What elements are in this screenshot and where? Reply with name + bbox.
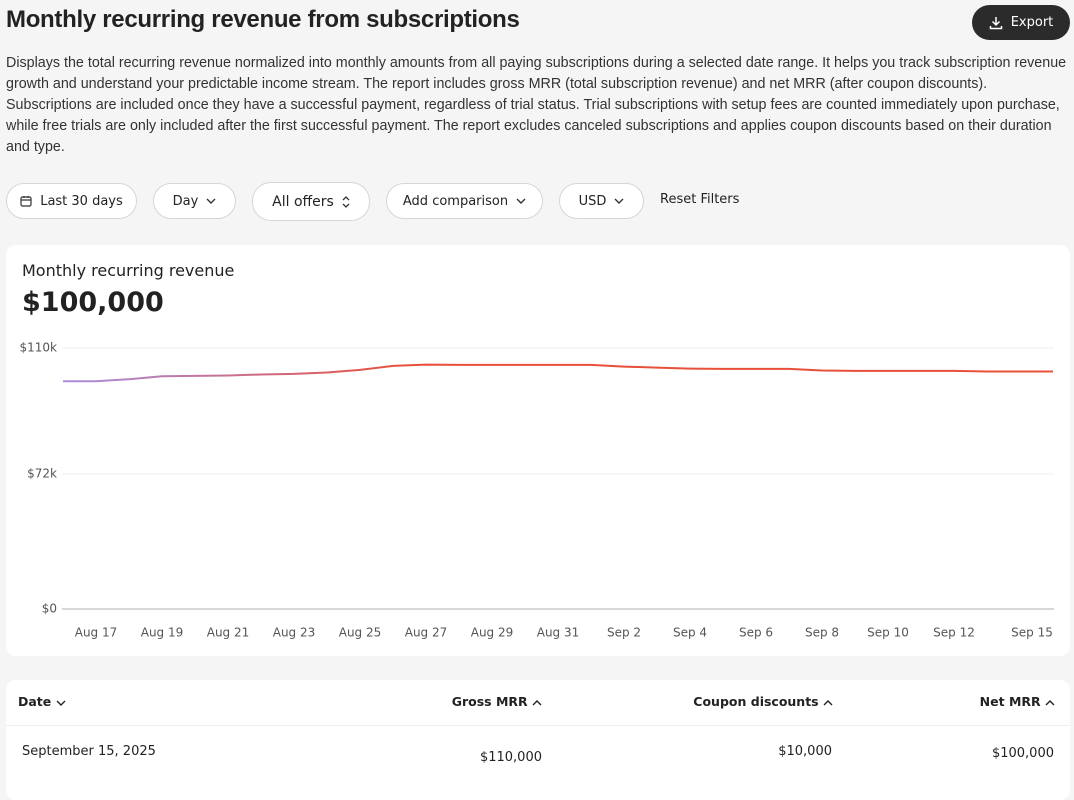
row-divider [6, 725, 1070, 726]
header-text: Net MRR [979, 694, 1041, 709]
description: Displays the total recurring revenue nor… [6, 55, 1067, 155]
filter-label: All offers [272, 193, 334, 210]
y-tick-label: $0 [42, 602, 57, 616]
sort-icon [1045, 700, 1055, 706]
cell: $10,000 [778, 744, 832, 759]
x-tick-label: Sep 4 [673, 626, 707, 640]
chart: $0 $72k $110k Aug 17 Aug 19 Aug 21 Aug 23 Aug 2… [20, 341, 1054, 640]
table-card: Date Gross MRR Coupon discounts Net MRR … [6, 680, 1070, 800]
x-tick-label: Sep 12 [933, 626, 975, 640]
chevron-icon [614, 198, 624, 204]
column-header[interactable]: Gross MRR [452, 694, 542, 709]
x-tick-label: Aug 21 [207, 626, 250, 640]
x-tick-label: Sep 15 [1011, 626, 1053, 640]
x-tick-label: Sep 10 [867, 626, 909, 640]
mrr-line [63, 363, 1053, 383]
calendar-icon [20, 196, 32, 207]
currency-filter[interactable]: USD [559, 183, 644, 219]
x-tick-label: Aug 29 [471, 626, 514, 640]
cell: $110,000 [479, 750, 542, 765]
offers-filter[interactable]: All offers [252, 182, 370, 221]
sort-icon [532, 700, 542, 706]
comparison-filter[interactable]: Add comparison [386, 183, 543, 219]
x-tick-label: Aug 19 [141, 626, 184, 640]
interval-filter[interactable]: Day [153, 183, 236, 219]
cell: September 15, 2025 [22, 744, 156, 759]
y-tick-label: $72k [27, 467, 57, 481]
download-icon [989, 16, 1002, 29]
headline-value: $100,000 [22, 287, 164, 318]
export-button[interactable]: Export [972, 5, 1070, 40]
sort-icon [823, 700, 833, 706]
x-tick-label: Aug 17 [75, 626, 118, 640]
chevron-icon [206, 198, 216, 204]
x-tick-label: Aug 25 [339, 626, 382, 640]
y-tick-label: $110k [20, 341, 58, 355]
chart-title: Monthly recurring revenue [22, 261, 235, 280]
x-tick-label: Aug 27 [405, 626, 448, 640]
column-header[interactable]: Date [18, 694, 66, 709]
reset-filters[interactable]: Reset Filters [660, 192, 740, 207]
column-header[interactable]: Net MRR [980, 694, 1055, 709]
filter-label: Add comparison [402, 193, 509, 209]
filter-label: Day [172, 193, 199, 209]
export-label: Export [1010, 15, 1054, 30]
filter-label: Last 30 days [40, 193, 123, 209]
header-text: Gross MRR [451, 694, 528, 709]
page-title: Monthly recurring revenue from subscript… [6, 6, 520, 33]
column-header[interactable]: Coupon discounts [693, 694, 833, 709]
x-tick-label: Sep 8 [805, 626, 839, 640]
header-text: Coupon discounts [693, 694, 819, 709]
x-tick-label: Aug 31 [537, 626, 580, 640]
cell: $100,000 [991, 746, 1054, 761]
header-text: Date [18, 694, 52, 709]
x-tick-label: Sep 6 [739, 626, 773, 640]
chevron-icon [516, 198, 526, 204]
updown-icon [342, 195, 350, 208]
date-range-filter[interactable]: Last 30 days [6, 183, 137, 219]
sort-icon [56, 700, 66, 706]
x-tick-label: Sep 2 [607, 626, 641, 640]
filter-label: USD [578, 193, 607, 209]
chart-card: Monthly recurring revenue $100,000 [6, 245, 1070, 656]
x-tick-label: Aug 23 [273, 626, 316, 640]
